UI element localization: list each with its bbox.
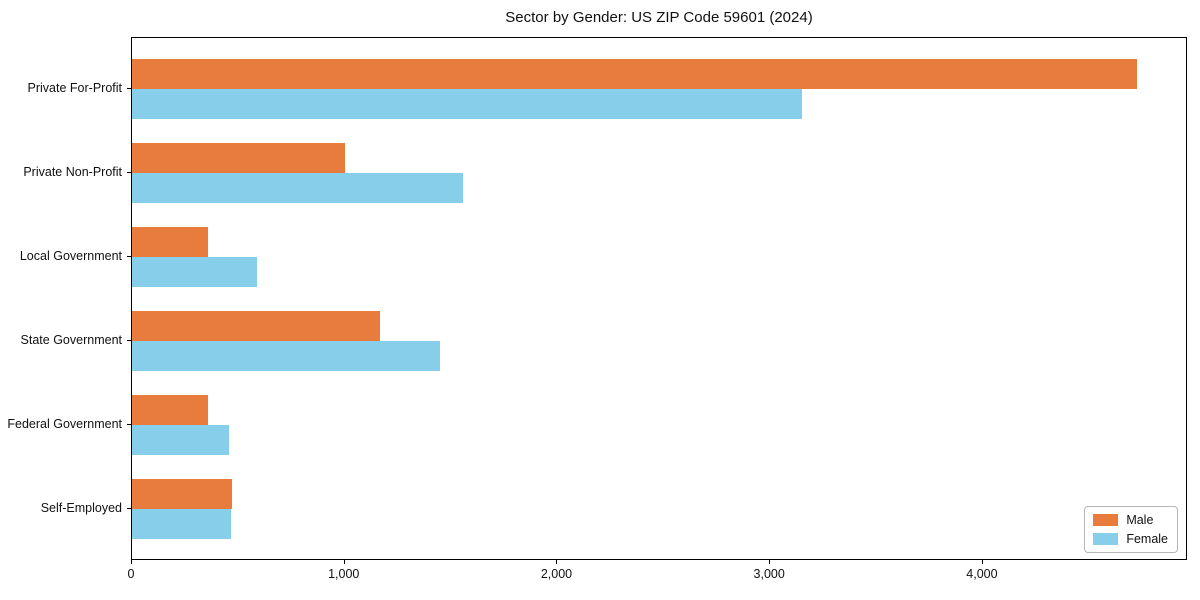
- y-tick-mark: [127, 508, 131, 509]
- category-label-local-government: Local Government: [19, 249, 122, 263]
- y-tick-mark: [127, 424, 131, 425]
- bar-female-private-non-profit: [132, 173, 463, 203]
- legend-item-female: Female: [1093, 532, 1168, 546]
- bar-male-self-employed: [132, 479, 232, 509]
- x-tick-mark: [981, 560, 983, 564]
- bar-female-federal-government: [132, 425, 229, 455]
- x-tick-label-2-000: 2,000: [540, 567, 573, 581]
- x-tick-mark: [769, 560, 771, 564]
- category-label-state-government: State Government: [20, 333, 122, 347]
- y-tick-mark: [127, 340, 131, 341]
- legend: Male Female: [1084, 506, 1178, 553]
- plot-area: Male Female: [131, 37, 1187, 560]
- category-label-self-employed: Self-Employed: [40, 501, 122, 515]
- category-label-private-non-profit: Private Non-Profit: [23, 165, 122, 179]
- bar-male-local-government: [132, 227, 208, 257]
- bar-male-private-for-profit: [132, 59, 1137, 89]
- y-tick-mark: [127, 88, 131, 89]
- x-tick-label-3-000: 3,000: [753, 567, 785, 581]
- x-tick-label-4-000: 4,000: [966, 567, 998, 581]
- x-tick-mark: [131, 560, 132, 564]
- bar-female-self-employed: [132, 509, 231, 539]
- bar-male-federal-government: [132, 395, 208, 425]
- legend-male-swatch: [1093, 514, 1119, 526]
- bar-female-state-government: [132, 341, 441, 371]
- x-tick-mark: [556, 560, 558, 564]
- legend-item-male: Male: [1093, 513, 1168, 527]
- y-tick-mark: [127, 256, 131, 257]
- bar-female-local-government: [132, 257, 258, 287]
- bar-female-private-for-profit: [132, 89, 802, 119]
- category-label-private-for-profit: Private For-Profit: [27, 81, 122, 95]
- legend-female-swatch: [1093, 533, 1119, 545]
- x-tick-mark: [343, 560, 345, 564]
- bar-male-state-government: [132, 311, 381, 341]
- bar-male-private-non-profit: [132, 143, 345, 173]
- chart-title: Sector by Gender: US ZIP Code 59601 (202…: [505, 9, 813, 26]
- y-tick-mark: [127, 172, 131, 173]
- x-tick-label-1-000: 1,000: [328, 567, 360, 581]
- legend-female-label: Female: [1126, 532, 1168, 546]
- category-label-federal-government: Federal Government: [7, 417, 122, 431]
- legend-male-label: Male: [1126, 513, 1154, 527]
- x-tick-label-0: 0: [127, 567, 135, 581]
